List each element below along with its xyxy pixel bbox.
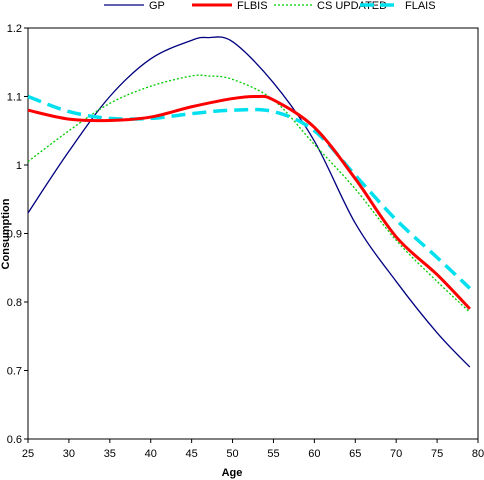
x-tick-label: 50 bbox=[226, 448, 238, 460]
legend-label: FLAIS bbox=[405, 0, 436, 12]
legend-label: CS UPDATED bbox=[317, 0, 387, 12]
y-tick-label: 1 bbox=[16, 160, 22, 172]
y-tick-label: 0.7 bbox=[7, 366, 22, 378]
series-layer bbox=[27, 36, 472, 368]
y-tick-label: 0.9 bbox=[7, 229, 22, 241]
x-axis-title: Age bbox=[222, 467, 243, 479]
y-axis-ticks: 0.6 0.7 0.8 0.9 1 1.1 1.2 bbox=[7, 23, 28, 446]
x-tick-label: 55 bbox=[267, 448, 279, 460]
x-tick-label: 60 bbox=[308, 448, 320, 460]
series-line-cs-updated bbox=[27, 74, 471, 313]
y-tick-label: 0.8 bbox=[7, 297, 22, 309]
x-tick-label: 30 bbox=[63, 448, 75, 460]
x-tick-label: 80 bbox=[472, 448, 484, 460]
series-line-flais bbox=[27, 94, 472, 290]
x-tick-label: 45 bbox=[186, 448, 198, 460]
x-tick-label: 40 bbox=[145, 448, 157, 460]
x-tick-label: 75 bbox=[431, 448, 443, 460]
legend-label: FLBIS bbox=[237, 0, 268, 12]
y-axis-title: Consumption bbox=[0, 198, 12, 269]
x-tick-label: 70 bbox=[390, 448, 402, 460]
plot-area bbox=[27, 27, 479, 440]
x-tick-label: 25 bbox=[22, 448, 34, 460]
plot-frame bbox=[27, 27, 479, 440]
y-tick-label: 1.2 bbox=[7, 23, 22, 35]
y-tick-label: 0.6 bbox=[7, 434, 22, 446]
x-tick-label: 35 bbox=[104, 448, 116, 460]
x-axis-ticks: 25 30 35 40 45 50 55 60 65 70 75 80 bbox=[22, 439, 484, 460]
series-line-gp bbox=[27, 36, 471, 368]
series-line-flbis bbox=[27, 94, 471, 310]
x-tick-label: 65 bbox=[349, 448, 361, 460]
legend: GP FLBIS CS UPDATED FLAIS bbox=[104, 0, 436, 12]
legend-label: GP bbox=[149, 0, 165, 12]
y-tick-label: 1.1 bbox=[7, 92, 22, 104]
